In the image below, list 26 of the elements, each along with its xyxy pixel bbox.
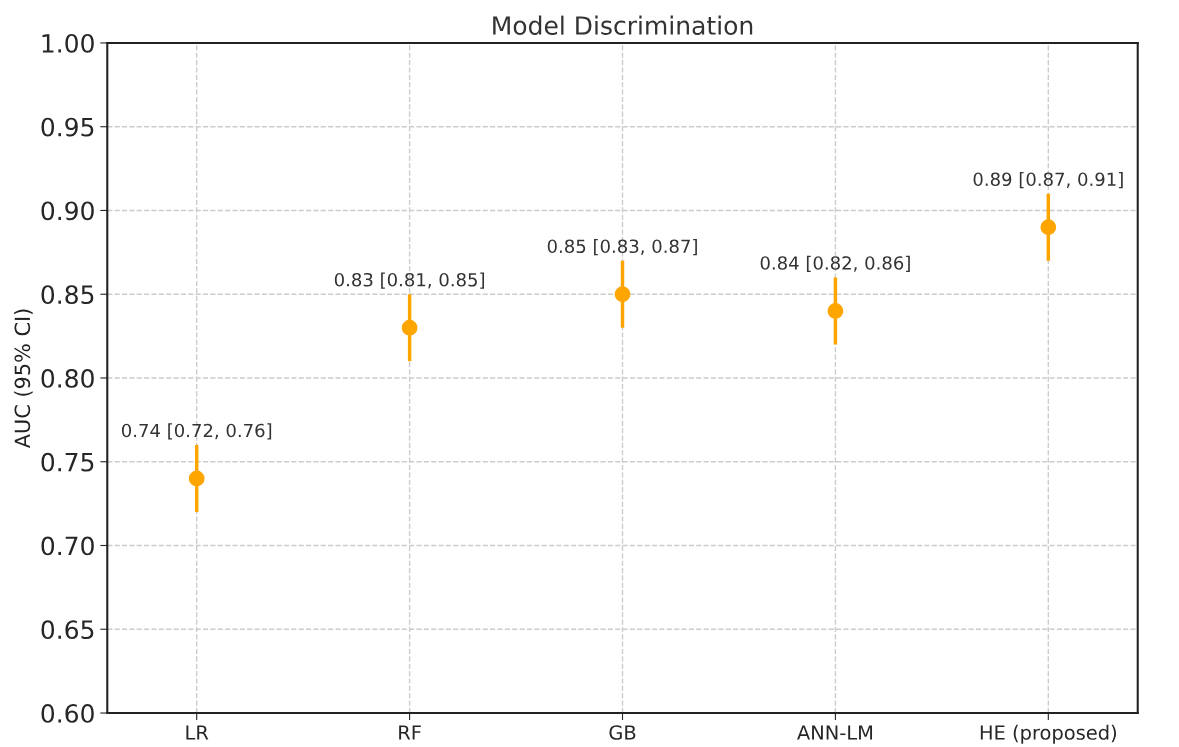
y-tick-label: 0.60: [41, 703, 94, 723]
x-tick-label: ANN-LM: [797, 725, 873, 740]
x-tick-label: LR: [186, 725, 209, 740]
y-tick-label: 0.85: [41, 285, 94, 305]
point: [614, 286, 631, 303]
y-tick-label: 1.00: [42, 33, 94, 53]
y-tick-label: 0.75: [41, 452, 94, 472]
y-axis-title: AUC (95% CI): [14, 309, 33, 449]
point: [1040, 219, 1057, 236]
data-label: 0.74 [0.72, 0.76]: [121, 423, 272, 440]
x-tick-label: HE (proposed): [980, 724, 1117, 744]
chart-title: Model Discrimination: [493, 15, 753, 35]
x-tick-label: GB: [609, 725, 636, 740]
point: [188, 470, 205, 487]
y-tick-label: 0.70: [41, 536, 94, 556]
y-tick-label: 0.95: [41, 117, 94, 137]
point: [401, 319, 418, 336]
y-tick-label: 0.65: [41, 620, 94, 640]
data-label: 0.83 [0.81, 0.85]: [334, 272, 485, 289]
x-tick-label: RF: [399, 725, 421, 740]
y-tick-label: 0.90: [41, 201, 94, 221]
y-tick-label: 0.80: [41, 368, 94, 388]
data-label: 0.89 [0.87, 0.91]: [973, 172, 1123, 189]
point: [827, 303, 844, 319]
data-label: 0.84 [0.82, 0.86]: [760, 255, 910, 272]
data-label: 0.85 [0.83, 0.87]: [547, 239, 697, 256]
